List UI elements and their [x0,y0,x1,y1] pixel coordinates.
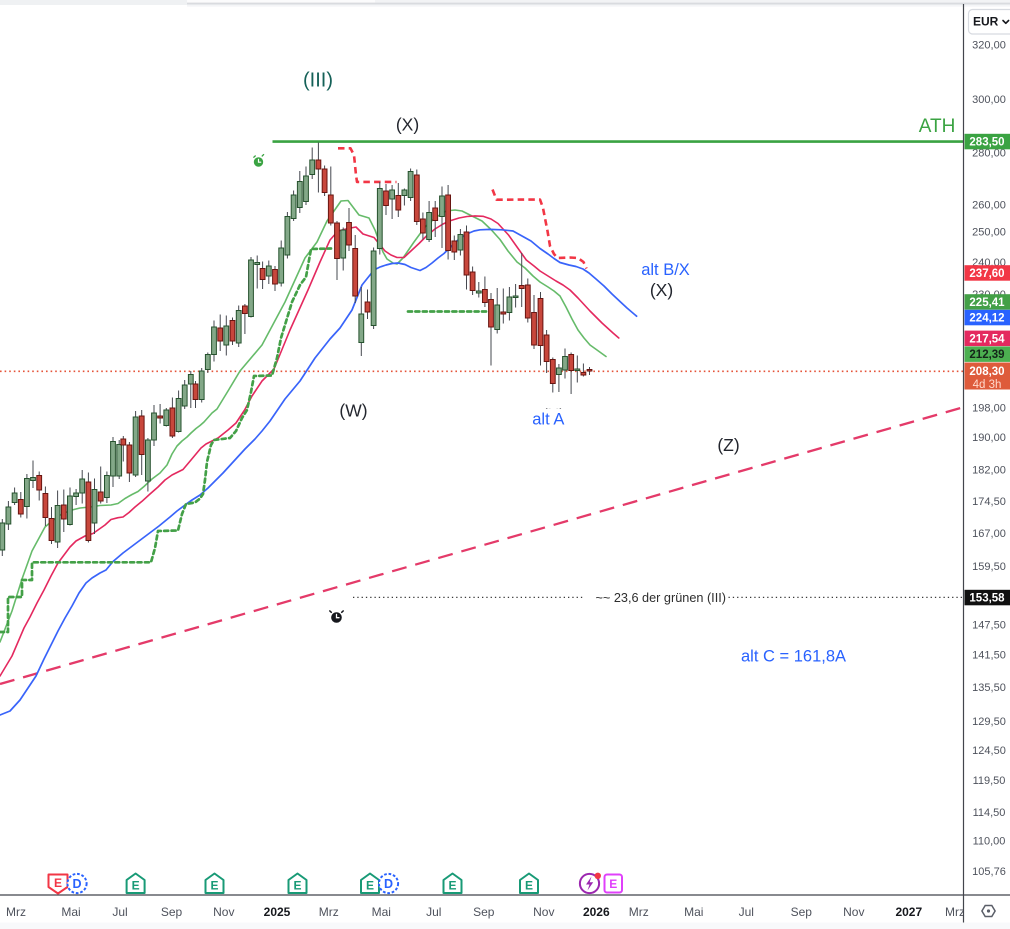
svg-text:174,50: 174,50 [972,496,1006,508]
svg-text:182,00: 182,00 [972,465,1006,477]
svg-text:Mrz: Mrz [629,905,649,919]
svg-text:159,50: 159,50 [972,561,1006,573]
svg-text:2026: 2026 [583,905,610,919]
svg-text:EUR: EUR [973,15,999,29]
svg-text:Mai: Mai [684,905,703,919]
svg-text:D: D [72,877,81,891]
svg-text:Nov: Nov [213,905,234,919]
svg-text:135,50: 135,50 [972,682,1006,694]
svg-text:105,76: 105,76 [972,866,1006,878]
svg-text:141,50: 141,50 [972,650,1006,662]
svg-text:237,60: 237,60 [969,268,1004,280]
svg-text:147,50: 147,50 [972,620,1006,632]
svg-text:119,50: 119,50 [973,775,1006,787]
svg-text:4d 3h: 4d 3h [973,379,1002,391]
svg-text:(Z): (Z) [717,435,739,455]
svg-text:Jul: Jul [739,905,754,919]
svg-text:280,00: 280,00 [972,148,1006,160]
svg-text:Jul: Jul [112,905,127,919]
svg-text:260,00: 260,00 [972,200,1006,212]
svg-text:alt C = 161,8A: alt C = 161,8A [741,648,846,666]
svg-text:Mrz: Mrz [319,905,339,919]
svg-text:129,50: 129,50 [972,716,1006,728]
svg-text:124,50: 124,50 [972,745,1006,757]
svg-text:Mrz: Mrz [6,905,26,919]
svg-text:283,50: 283,50 [969,137,1004,149]
svg-text:E: E [609,877,617,891]
svg-text:ATH: ATH [919,116,956,137]
svg-text:Mai: Mai [372,905,391,919]
svg-text:208,30: 208,30 [969,366,1004,378]
svg-text:E: E [132,879,140,893]
svg-text:alt A: alt A [532,410,564,428]
svg-text:E: E [210,879,218,893]
svg-text:2027: 2027 [895,905,922,919]
svg-text:E: E [293,879,301,893]
svg-text:E: E [54,876,62,890]
svg-text:(III): (III) [303,70,333,92]
svg-text:2025: 2025 [264,905,291,919]
svg-text:Mrz: Mrz [945,905,965,919]
svg-text:224,12: 224,12 [969,313,1004,325]
svg-text:300,00: 300,00 [972,94,1006,106]
svg-text:(W): (W) [339,401,367,421]
svg-text:217,54: 217,54 [969,333,1005,345]
svg-text:167,00: 167,00 [972,528,1006,540]
svg-text:(X): (X) [396,115,419,135]
svg-text:Sep: Sep [473,905,495,919]
svg-text:225,41: 225,41 [969,297,1005,309]
svg-text:Sep: Sep [791,905,813,919]
svg-text:Jul: Jul [426,905,441,919]
svg-text:~~ 23,6 der grünen (III): ~~ 23,6 der grünen (III) [596,591,726,605]
svg-text:320,00: 320,00 [972,40,1006,52]
svg-text:Mai: Mai [61,905,80,919]
svg-text:D: D [384,877,393,891]
svg-text:Nov: Nov [843,905,864,919]
svg-text:E: E [366,879,374,893]
svg-text:(X): (X) [650,280,673,300]
svg-text:212,39: 212,39 [969,349,1004,361]
svg-text:(M): (M) [543,405,564,421]
svg-text:alt B/X: alt B/X [641,261,690,279]
svg-text:198,00: 198,00 [972,403,1006,415]
svg-text:153,58: 153,58 [969,593,1005,605]
svg-text:Nov: Nov [533,905,554,919]
svg-text:110,00: 110,00 [973,836,1006,848]
svg-text:Sep: Sep [161,905,183,919]
svg-text:250,00: 250,00 [972,227,1006,239]
svg-text:114,50: 114,50 [973,807,1006,819]
svg-text:E: E [448,879,456,893]
svg-text:190,00: 190,00 [972,432,1006,444]
svg-text:E: E [525,879,533,893]
